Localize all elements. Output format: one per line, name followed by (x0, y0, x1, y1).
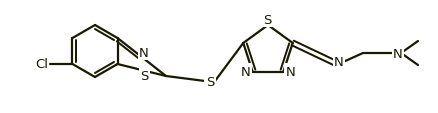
Text: N: N (393, 47, 403, 60)
Text: N: N (334, 56, 344, 69)
Text: S: S (263, 13, 271, 26)
Text: S: S (206, 75, 214, 88)
Text: N: N (241, 65, 251, 78)
Text: N: N (286, 65, 295, 78)
Text: S: S (141, 69, 149, 82)
Text: Cl: Cl (35, 58, 48, 71)
Text: N: N (139, 46, 148, 59)
